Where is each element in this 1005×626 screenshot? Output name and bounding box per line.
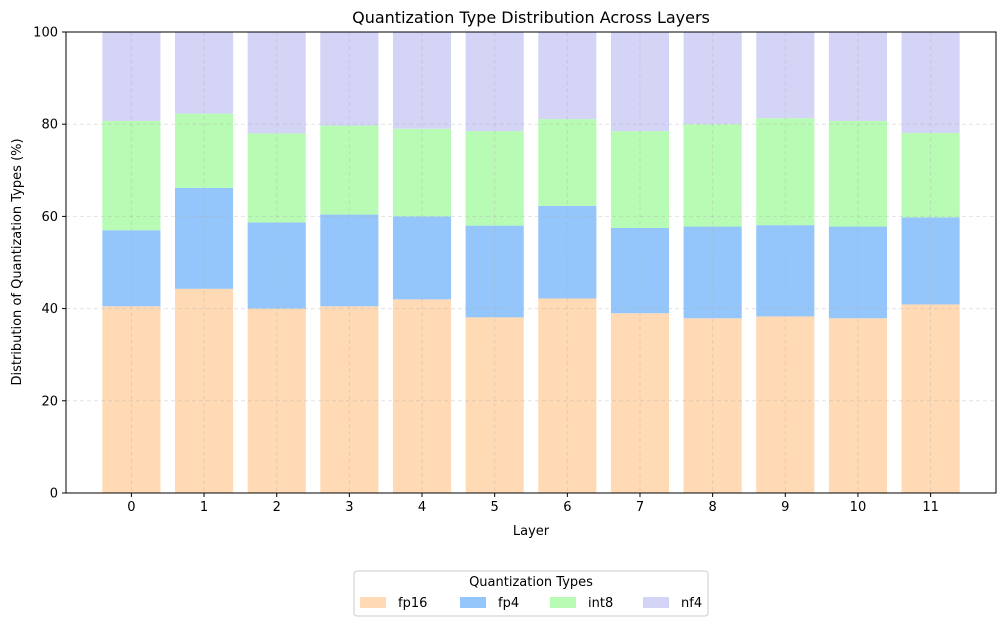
- x-tick-label-5: 5: [491, 500, 499, 515]
- bar-fp16-layer-4: [392, 299, 452, 493]
- bar-fp4-layer-8: [683, 226, 742, 319]
- bar-fp4-layer-3: [320, 214, 379, 307]
- x-tick-label-9: 9: [781, 500, 789, 515]
- bar-fp4-layer-5: [465, 225, 524, 318]
- bar-fp4-layer-2: [247, 222, 306, 309]
- bar-int8-layer-0: [102, 120, 161, 231]
- x-tick-label-10: 10: [850, 500, 867, 515]
- bar-fp16-layer-5: [465, 317, 524, 493]
- bars: [102, 32, 960, 493]
- bar-fp16-layer-2: [247, 308, 306, 493]
- bar-nf4-layer-6: [538, 32, 597, 120]
- x-tick-label-4: 4: [418, 500, 426, 515]
- bar-fp16-layer-11: [901, 304, 960, 493]
- bar-nf4-layer-8: [683, 32, 742, 125]
- x-tick-label-2: 2: [273, 500, 281, 515]
- legend-frame: [353, 570, 709, 617]
- x-tick-label-6: 6: [563, 500, 571, 515]
- bar-nf4-layer-4: [392, 32, 452, 129]
- bar-nf4-layer-11: [901, 32, 960, 133]
- bar-int8-layer-7: [610, 131, 670, 228]
- x-tick-label-8: 8: [709, 500, 717, 515]
- bar-fp16-layer-7: [610, 313, 670, 493]
- bar-int8-layer-1: [174, 113, 234, 188]
- y-tick-label-20: 20: [41, 394, 58, 409]
- legend-swatch-int8: [550, 597, 576, 608]
- bar-nf4-layer-5: [465, 32, 524, 132]
- bar-nf4-layer-2: [247, 32, 306, 134]
- bar-int8-layer-10: [828, 120, 888, 227]
- bar-fp4-layer-9: [756, 225, 815, 317]
- bar-int8-layer-8: [683, 124, 742, 227]
- bar-nf4-layer-10: [828, 32, 888, 121]
- bar-nf4-layer-7: [610, 32, 670, 132]
- legend-label-fp16: fp16: [398, 596, 427, 611]
- bar-fp4-layer-6: [538, 205, 597, 299]
- bar-nf4-layer-3: [320, 32, 379, 126]
- x-tick-label-1: 1: [200, 500, 208, 515]
- bar-fp4-layer-4: [392, 216, 452, 300]
- legend-swatch-fp4: [460, 597, 486, 608]
- bar-nf4-layer-1: [174, 32, 234, 114]
- chart-title: Quantization Type Distribution Across La…: [352, 8, 710, 27]
- x-axis-label: Layer: [513, 524, 550, 539]
- bar-int8-layer-9: [756, 118, 815, 226]
- y-axis-label: Distribution of Quantization Types (%): [10, 138, 25, 385]
- bar-int8-layer-4: [392, 128, 452, 217]
- legend-title: Quantization Types: [469, 575, 593, 590]
- bar-int8-layer-2: [247, 133, 306, 223]
- bar-fp16-layer-10: [828, 318, 888, 493]
- bar-nf4-layer-0: [102, 32, 161, 121]
- legend-label-fp4: fp4: [498, 596, 519, 611]
- y-tick-label-80: 80: [41, 118, 58, 133]
- bar-fp4-layer-11: [901, 217, 960, 305]
- bar-nf4-layer-9: [756, 32, 815, 119]
- y-tick-label-100: 100: [33, 26, 58, 41]
- bar-fp16-layer-9: [756, 316, 815, 493]
- bar-fp16-layer-3: [320, 306, 379, 493]
- grid: [66, 32, 996, 493]
- bar-fp4-layer-0: [102, 230, 161, 307]
- y-axis: 0 20 40 60 80 100: [33, 26, 66, 502]
- bar-fp4-layer-10: [828, 226, 888, 319]
- legend-swatch-nf4: [643, 597, 669, 608]
- bar-int8-layer-5: [465, 131, 524, 226]
- y-tick-label-0: 0: [50, 487, 58, 502]
- bar-fp4-layer-1: [174, 187, 234, 289]
- x-tick-label-0: 0: [127, 500, 135, 515]
- x-axis: 0 1 2 3 4 5 6 7 8 9 10 11: [127, 493, 939, 515]
- x-tick-label-3: 3: [345, 500, 353, 515]
- bar-fp4-layer-7: [610, 227, 670, 314]
- plot-frame: [65, 31, 997, 494]
- y-tick-label-60: 60: [41, 210, 58, 225]
- bar-int8-layer-3: [320, 125, 379, 215]
- bar-int8-layer-6: [538, 119, 597, 206]
- bar-fp16-layer-1: [174, 288, 234, 493]
- x-tick-label-7: 7: [636, 500, 644, 515]
- legend-label-int8: int8: [588, 596, 613, 611]
- x-tick-label-11: 11: [922, 500, 939, 515]
- bar-fp16-layer-0: [102, 306, 161, 493]
- bar-int8-layer-11: [901, 132, 960, 218]
- legend-swatch-fp16: [360, 597, 386, 608]
- bar-fp16-layer-8: [683, 318, 742, 493]
- legend-label-nf4: nf4: [681, 596, 702, 611]
- bar-fp16-layer-6: [538, 298, 597, 493]
- y-tick-label-40: 40: [41, 302, 58, 317]
- legend: Quantization Types fp16 fp4 int8 nf4: [353, 570, 709, 617]
